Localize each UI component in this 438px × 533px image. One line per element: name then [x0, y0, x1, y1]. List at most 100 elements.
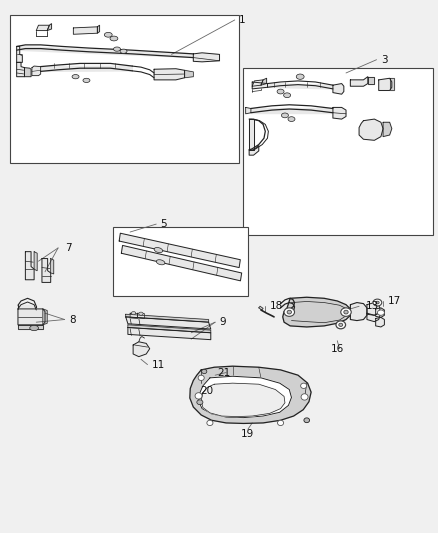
Polygon shape [198, 376, 291, 418]
Polygon shape [375, 308, 384, 317]
Polygon shape [25, 252, 34, 280]
Ellipse shape [375, 301, 378, 304]
Ellipse shape [300, 383, 306, 389]
Text: 1: 1 [239, 15, 245, 25]
Polygon shape [36, 25, 49, 30]
Ellipse shape [83, 78, 90, 83]
Ellipse shape [194, 393, 201, 399]
Ellipse shape [372, 299, 381, 306]
Ellipse shape [303, 418, 309, 423]
Polygon shape [249, 119, 253, 150]
Polygon shape [358, 119, 382, 140]
Polygon shape [137, 313, 144, 318]
Polygon shape [382, 122, 391, 136]
Ellipse shape [335, 321, 345, 329]
Polygon shape [251, 109, 332, 113]
Polygon shape [18, 305, 36, 310]
Ellipse shape [283, 308, 294, 317]
Ellipse shape [131, 312, 135, 315]
Ellipse shape [340, 308, 350, 317]
Polygon shape [252, 82, 267, 89]
Ellipse shape [377, 310, 384, 316]
Polygon shape [127, 327, 210, 340]
Ellipse shape [72, 75, 79, 79]
Polygon shape [17, 62, 25, 77]
Polygon shape [366, 303, 379, 316]
Ellipse shape [206, 420, 212, 425]
Polygon shape [249, 146, 258, 155]
Polygon shape [34, 252, 37, 271]
Polygon shape [127, 325, 210, 333]
Polygon shape [350, 303, 366, 320]
Polygon shape [378, 78, 391, 91]
Ellipse shape [287, 117, 294, 122]
Polygon shape [125, 317, 210, 329]
Polygon shape [258, 306, 262, 310]
Polygon shape [332, 84, 343, 94]
Polygon shape [184, 70, 193, 78]
Text: 11: 11 [152, 360, 165, 369]
Bar [243, 68, 432, 235]
Ellipse shape [277, 420, 283, 425]
Polygon shape [280, 304, 290, 313]
Polygon shape [125, 314, 208, 322]
Ellipse shape [120, 49, 127, 53]
Polygon shape [17, 46, 193, 58]
Polygon shape [18, 325, 43, 329]
Polygon shape [119, 233, 240, 268]
Polygon shape [121, 245, 241, 281]
Text: 8: 8 [69, 314, 75, 325]
Polygon shape [189, 366, 311, 423]
Ellipse shape [154, 247, 162, 253]
Polygon shape [97, 25, 99, 33]
Ellipse shape [338, 323, 342, 326]
Bar [10, 14, 239, 163]
Polygon shape [130, 313, 137, 318]
Ellipse shape [198, 375, 204, 381]
Polygon shape [41, 66, 132, 71]
Polygon shape [201, 383, 284, 417]
Polygon shape [252, 80, 262, 86]
Ellipse shape [300, 394, 307, 400]
Text: 9: 9 [219, 317, 226, 327]
Ellipse shape [104, 33, 112, 37]
Text: 5: 5 [160, 219, 167, 229]
Polygon shape [366, 313, 379, 321]
Polygon shape [367, 77, 374, 84]
Text: 16: 16 [330, 344, 343, 354]
Polygon shape [375, 317, 384, 327]
Polygon shape [32, 66, 41, 76]
Text: 17: 17 [387, 296, 400, 306]
Polygon shape [154, 69, 184, 80]
Text: 3: 3 [380, 55, 387, 64]
Ellipse shape [156, 260, 165, 265]
Text: 7: 7 [64, 243, 71, 253]
Polygon shape [193, 53, 219, 62]
Polygon shape [17, 46, 22, 62]
Ellipse shape [283, 93, 290, 98]
Text: 19: 19 [240, 429, 254, 439]
Polygon shape [332, 108, 345, 119]
Ellipse shape [201, 369, 206, 374]
Polygon shape [267, 84, 332, 89]
Polygon shape [133, 342, 149, 357]
Polygon shape [47, 23, 51, 30]
Ellipse shape [113, 47, 120, 51]
Ellipse shape [286, 310, 291, 314]
Polygon shape [350, 77, 367, 86]
Ellipse shape [276, 89, 283, 94]
Polygon shape [245, 108, 251, 114]
Polygon shape [42, 259, 50, 282]
Ellipse shape [30, 325, 39, 330]
Ellipse shape [296, 74, 304, 79]
Ellipse shape [110, 36, 117, 41]
Polygon shape [282, 297, 350, 327]
Polygon shape [73, 27, 97, 34]
Polygon shape [25, 68, 31, 77]
Polygon shape [43, 309, 47, 325]
Polygon shape [18, 309, 45, 325]
Ellipse shape [281, 113, 288, 118]
Ellipse shape [343, 310, 347, 314]
Polygon shape [260, 78, 266, 85]
Polygon shape [50, 259, 53, 274]
